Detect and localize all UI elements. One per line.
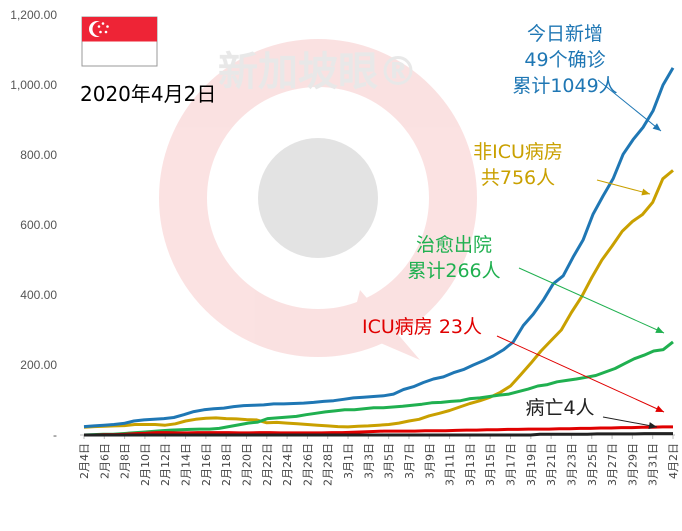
x-tick-label: 2月14日 bbox=[180, 443, 193, 486]
flag-star bbox=[99, 30, 102, 34]
annotation-arrow-head bbox=[652, 123, 661, 131]
annotation-arrow-head bbox=[655, 326, 664, 333]
annotation-arrows bbox=[496, 79, 665, 429]
annotation-arrow-line bbox=[597, 79, 662, 132]
x-tick-label: 2月10日 bbox=[139, 443, 152, 486]
x-tick-label: 2月22日 bbox=[261, 443, 274, 486]
x-tick-label: 4月2日 bbox=[667, 443, 680, 479]
y-tick-label: 400.00 bbox=[20, 288, 57, 302]
series-lines bbox=[83, 67, 675, 437]
series-label: 今日新增 bbox=[527, 23, 603, 45]
x-tick-label: 3月21日 bbox=[545, 443, 558, 486]
x-tick-label: 3月7日 bbox=[403, 443, 416, 479]
annotation-arrow-line bbox=[602, 416, 658, 428]
x-tick-label: 3月15日 bbox=[484, 443, 497, 486]
x-tick-label: 2月8日 bbox=[119, 443, 132, 479]
y-tick-label: 200.00 bbox=[20, 358, 57, 372]
x-tick-label: 3月17日 bbox=[505, 443, 518, 486]
series-label: 累计266人 bbox=[407, 260, 500, 282]
x-tick-label: 3月25日 bbox=[586, 443, 599, 486]
date-label: 2020年4月2日 bbox=[80, 82, 216, 106]
annotation-arrow-head bbox=[641, 188, 650, 196]
watermark-tail bbox=[350, 290, 420, 360]
x-tick-label: 2月6日 bbox=[98, 443, 111, 479]
flag-star bbox=[101, 22, 105, 25]
x-tick-label: 2月12日 bbox=[159, 443, 172, 486]
x-tick-label: 3月3日 bbox=[362, 443, 375, 479]
x-tick-label: 2月28日 bbox=[322, 443, 335, 486]
watermark-text: 新加坡眼® bbox=[218, 49, 418, 95]
x-tick-label: 2月24日 bbox=[281, 443, 294, 486]
y-tick-label: 1,000.00 bbox=[10, 78, 57, 92]
x-tick-label: 3月9日 bbox=[423, 443, 436, 479]
x-tick-label: 2月16日 bbox=[200, 443, 213, 486]
flag-star bbox=[106, 25, 109, 28]
x-tick-label: 2月26日 bbox=[301, 443, 314, 486]
singapore-flag-icon bbox=[81, 16, 158, 67]
flag-star bbox=[104, 30, 108, 34]
series-line bbox=[83, 169, 674, 429]
annotation-arrow-line bbox=[496, 335, 665, 413]
series-label: 治愈出院 bbox=[416, 234, 492, 256]
flag-star bbox=[97, 25, 101, 28]
x-axis: 2月4日 2月6日 2月8日 2月10日 2月12日 2月14日 2月16日 2月18日 2月2… bbox=[78, 435, 680, 486]
series-line bbox=[83, 340, 674, 437]
annotation-arrow-head bbox=[655, 405, 664, 412]
annotation-arrow-line bbox=[596, 179, 651, 195]
x-tick-label: 3月23日 bbox=[565, 443, 578, 486]
annotation-arrow-head bbox=[648, 422, 657, 429]
series-label: ICU病房 23人 bbox=[362, 316, 482, 338]
series-label: 累计1049人 bbox=[512, 75, 617, 97]
x-tick-label: 3月31日 bbox=[647, 443, 660, 486]
flag-stars bbox=[97, 22, 109, 34]
x-tick-label: 3月13日 bbox=[464, 443, 477, 486]
x-tick-label: 3月1日 bbox=[342, 443, 355, 479]
watermark-ring bbox=[159, 39, 477, 357]
x-tick-label: 3月5日 bbox=[383, 443, 396, 479]
x-tick-label: 2月20日 bbox=[240, 443, 253, 486]
watermark-logo: 新加坡眼® bbox=[159, 39, 477, 360]
series-line bbox=[83, 67, 675, 429]
series-label: 非ICU病房 bbox=[473, 141, 563, 163]
series-line bbox=[84, 425, 673, 437]
x-tick-label: 3月27日 bbox=[606, 443, 619, 486]
y-tick-label: 600.00 bbox=[20, 218, 57, 232]
annotation-arrow-line bbox=[518, 267, 665, 334]
x-tick-label: 3月29日 bbox=[626, 443, 639, 486]
y-tick-label: 1,200.00 bbox=[10, 8, 57, 22]
x-tick-label: 2月4日 bbox=[78, 443, 91, 479]
y-tick-label: 800.00 bbox=[20, 148, 57, 162]
watermark-center bbox=[258, 138, 378, 258]
series-label: 共756人 bbox=[481, 167, 555, 189]
flag-crescent-inner bbox=[92, 21, 108, 37]
x-tick-label: 3月19日 bbox=[525, 443, 538, 486]
x-tick-label: 2月18日 bbox=[220, 443, 233, 486]
x-tick-label: 3月11日 bbox=[444, 443, 457, 486]
series-label: 病亡4人 bbox=[525, 397, 594, 419]
series-line bbox=[84, 432, 673, 437]
series-label: 49个确诊 bbox=[524, 49, 605, 71]
y-tick-label: - bbox=[53, 428, 57, 442]
